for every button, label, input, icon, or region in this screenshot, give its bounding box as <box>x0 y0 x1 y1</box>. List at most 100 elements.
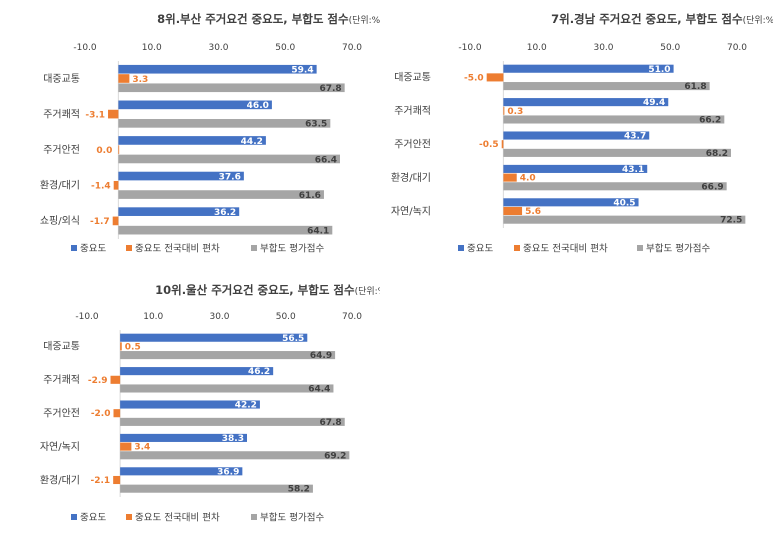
data-label-fit: 64.1 <box>307 226 329 236</box>
data-label-fit: 63.5 <box>305 120 327 130</box>
data-label-importance: 44.2 <box>241 137 263 147</box>
data-label-deviation: -1.7 <box>90 217 110 227</box>
data-label-importance: 38.3 <box>222 434 244 444</box>
data-label-importance: 37.6 <box>219 172 241 182</box>
bar-deviation <box>112 216 119 226</box>
bar-fit <box>120 484 313 493</box>
bar-deviation <box>118 74 130 83</box>
data-label-fit: 69.2 <box>324 451 346 461</box>
square-orange-icon <box>126 245 132 251</box>
bar-deviation <box>501 140 504 149</box>
bar-fit <box>503 182 727 191</box>
bar-deviation <box>118 145 120 155</box>
x-tick-label: -10.0 <box>458 43 482 53</box>
data-label-fit: 64.9 <box>310 351 332 361</box>
bar-importance <box>120 433 247 442</box>
legend-label: 중요도 전국대비 편차 <box>523 243 608 255</box>
data-label-deviation: 3.3 <box>132 75 148 85</box>
square-gray-icon <box>251 245 257 251</box>
data-label-deviation: -3.1 <box>85 110 105 120</box>
chart-unit: (단위:%,점) <box>349 14 380 26</box>
data-label-importance: 36.2 <box>214 208 236 218</box>
category-label: 쇼핑/외식 <box>40 215 80 227</box>
data-label-fit: 58.2 <box>288 485 310 495</box>
category-label: 대중교통 <box>43 73 80 85</box>
x-tick-label: -10.0 <box>75 312 99 322</box>
legend-label: 부합도 평가점수 <box>646 243 710 255</box>
x-tick-label: 30.0 <box>208 43 228 53</box>
x-tick-label: 10.0 <box>142 43 162 53</box>
x-tick-label: 30.0 <box>209 312 229 322</box>
data-label-importance: 51.0 <box>648 65 670 75</box>
square-orange-icon <box>126 514 132 520</box>
data-label-deviation: -2.0 <box>91 409 111 419</box>
bar-fit <box>120 417 345 426</box>
x-tick-label: 70.0 <box>727 43 747 53</box>
chart-busan-svg: 8위.부산 주거요건 중요도, 부합도 점수(단위:%,점) -10.0 10.0 3… <box>40 12 395 255</box>
data-label-deviation: -1.4 <box>91 182 111 192</box>
bar-deviation <box>113 475 121 485</box>
data-label-importance: 46.0 <box>247 101 269 111</box>
x-tick-label: 10.0 <box>143 312 163 322</box>
data-label-fit: 66.4 <box>315 155 337 165</box>
square-blue-icon <box>71 245 77 251</box>
chart-unit: (단위:%,점) <box>743 14 773 26</box>
square-gray-icon <box>637 245 643 251</box>
data-label-deviation: -2.1 <box>90 476 110 486</box>
bar-importance <box>120 467 243 476</box>
bar-importance <box>503 131 650 140</box>
bar-deviation <box>108 109 119 119</box>
square-blue-icon <box>71 514 77 520</box>
category-label: 자연/녹지 <box>40 441 80 453</box>
data-label-importance: 43.7 <box>624 132 646 142</box>
bar-importance <box>503 64 674 73</box>
data-label-importance: 43.1 <box>622 165 644 175</box>
bar-deviation <box>503 206 523 216</box>
data-label-fit: 67.8 <box>319 418 341 428</box>
bar-fit <box>120 384 334 393</box>
category-label: 환경/대기 <box>40 179 80 192</box>
bar-fit <box>118 190 324 199</box>
category-label: 환경/대기 <box>391 171 431 184</box>
data-label-fit: 67.8 <box>319 84 341 94</box>
bar-importance <box>118 100 272 110</box>
bar-importance <box>503 164 648 173</box>
legend-label: 부합도 평가점수 <box>260 243 324 255</box>
data-label-deviation: 0.5 <box>125 342 141 352</box>
legend-label: 중요도 <box>80 513 106 524</box>
category-label: 주거안전 <box>394 139 431 151</box>
category-label: 자연/녹지 <box>391 205 431 217</box>
data-label-importance: 46.2 <box>248 367 270 377</box>
legend-label: 중요도 전국대비 편차 <box>135 512 220 524</box>
category-label: 주거안전 <box>43 408 80 420</box>
data-label-fit: 66.9 <box>701 182 723 192</box>
bar-fit <box>503 115 725 124</box>
chart-gyeongnam: 7위.경남 주거요건 중요도, 부합도 점수(단위:%,점) -10.0 10.0 3… <box>383 0 773 270</box>
bar-importance <box>118 136 266 145</box>
bar-deviation <box>110 375 121 384</box>
bar-importance <box>503 198 639 207</box>
category-label: 주거쾌적 <box>394 105 431 117</box>
data-label-importance: 42.2 <box>235 401 257 411</box>
category-label: 대중교통 <box>394 72 431 84</box>
legend-label: 중요도 <box>467 244 493 255</box>
bar-fit <box>118 83 345 93</box>
x-tick-label: -10.0 <box>73 43 97 53</box>
bar-deviation <box>113 409 121 418</box>
bar-importance <box>118 64 317 74</box>
category-label: 대중교통 <box>43 341 80 353</box>
data-label-deviation: 0.3 <box>507 107 523 117</box>
bar-deviation <box>486 73 504 82</box>
bar-fit <box>503 148 731 157</box>
x-tick-label: 50.0 <box>660 43 680 53</box>
category-label: 주거쾌적 <box>43 374 80 386</box>
legend-label: 부합도 평가점수 <box>260 512 324 524</box>
bar-fit <box>503 215 746 224</box>
bar-fit <box>118 119 331 128</box>
legend-label: 중요도 <box>80 244 106 255</box>
data-label-importance: 36.9 <box>217 467 239 477</box>
data-label-importance: 56.5 <box>282 334 304 344</box>
bar-importance <box>118 207 240 216</box>
chart-ulsan-svg: 10위.울산 주거요건 중요도, 부합도 점수(단위:%,점) -10.0 10.0… <box>40 283 401 524</box>
square-orange-icon <box>514 245 520 251</box>
